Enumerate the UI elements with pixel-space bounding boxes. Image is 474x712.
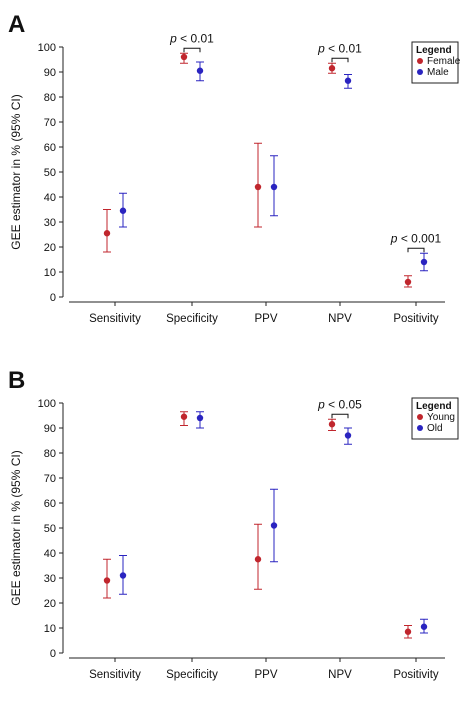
x-tick-label: PPV bbox=[254, 669, 277, 681]
data-point-female bbox=[404, 278, 412, 286]
data-point-young bbox=[180, 413, 188, 420]
data-point-old bbox=[119, 572, 127, 579]
y-tick-label: 10 bbox=[44, 267, 56, 279]
data-point-female bbox=[103, 230, 111, 237]
y-tick-label: 70 bbox=[44, 117, 56, 129]
panel-letter: B bbox=[8, 367, 25, 394]
y-tick-label: 100 bbox=[38, 398, 56, 410]
y-tick-label: 90 bbox=[44, 423, 56, 435]
y-tick-label: 50 bbox=[44, 523, 56, 535]
legend-marker bbox=[417, 58, 423, 64]
x-tick-label: Sensitivity bbox=[89, 669, 141, 681]
x-tick-label: Specificity bbox=[166, 313, 218, 325]
significance-bracket bbox=[183, 47, 201, 53]
y-axis-title: GEE estimator in % (95% CI) bbox=[9, 94, 23, 249]
x-tick-label: NPV bbox=[328, 669, 352, 681]
chart-panel-b: B 0 10 20 30 40 50 60 70 80 90 100 GEE estimator in … bbox=[8, 367, 459, 681]
y-tick-label: 10 bbox=[44, 623, 56, 635]
y-tick-label: 40 bbox=[44, 192, 56, 204]
significance-label: p < 0.01 bbox=[317, 41, 362, 55]
y-tick-label: 80 bbox=[44, 92, 56, 104]
data-point-young bbox=[254, 556, 262, 563]
data-point-female bbox=[180, 53, 188, 61]
significance-bracket bbox=[331, 413, 349, 419]
data-point-female bbox=[328, 65, 336, 72]
y-tick-label: 0 bbox=[50, 292, 56, 304]
data-point-male bbox=[420, 258, 428, 266]
significance-bracket bbox=[331, 57, 349, 63]
data-point-old bbox=[270, 522, 278, 529]
y-tick-label: 40 bbox=[44, 548, 56, 560]
data-point-male bbox=[119, 207, 127, 214]
x-tick-label: Positivity bbox=[393, 669, 439, 681]
legend-entry: Male bbox=[427, 67, 449, 78]
y-tick-label: 100 bbox=[38, 42, 56, 54]
y-tick-label: 90 bbox=[44, 67, 56, 79]
y-tick-label: 0 bbox=[50, 648, 56, 660]
x-tick-label: Sensitivity bbox=[89, 313, 141, 325]
significance-label: p < 0.001 bbox=[390, 231, 442, 245]
y-tick-label: 30 bbox=[44, 573, 56, 585]
legend-marker bbox=[417, 414, 423, 420]
panel-letter: A bbox=[8, 11, 25, 38]
significance-label: p < 0.05 bbox=[317, 397, 362, 411]
significance-label: p < 0.01 bbox=[169, 31, 214, 45]
data-point-female bbox=[254, 183, 262, 191]
significance-bracket bbox=[407, 247, 425, 253]
data-point-young bbox=[404, 628, 412, 635]
legend-entry: Female bbox=[427, 56, 461, 67]
y-axis-title: GEE estimator in % (95% CI) bbox=[9, 450, 23, 605]
y-tick-label: 60 bbox=[44, 498, 56, 510]
y-tick-label: 30 bbox=[44, 217, 56, 229]
legend-title: Legend bbox=[416, 45, 452, 56]
y-tick-label: 20 bbox=[44, 242, 56, 254]
x-tick-label: Positivity bbox=[393, 313, 439, 325]
data-point-young bbox=[328, 421, 336, 428]
data-point-male bbox=[344, 77, 352, 84]
x-tick-label: PPV bbox=[254, 313, 277, 325]
x-tick-label: NPV bbox=[328, 313, 352, 325]
data-point-old bbox=[196, 414, 204, 422]
data-point-male bbox=[196, 67, 204, 74]
legend-marker bbox=[417, 425, 423, 431]
y-tick-label: 80 bbox=[44, 448, 56, 460]
legend-marker bbox=[417, 69, 423, 75]
x-tick-label: Specificity bbox=[166, 669, 218, 681]
y-tick-label: 50 bbox=[44, 167, 56, 179]
data-point-old bbox=[420, 623, 428, 630]
legend-entry: Young bbox=[427, 412, 455, 423]
legend-title: Legend bbox=[416, 401, 452, 412]
data-point-male bbox=[270, 183, 278, 191]
chart-panel-a: A 0 10 20 30 40 50 60 70 80 90 100 GEE estimator in … bbox=[8, 11, 461, 325]
y-tick-label: 70 bbox=[44, 473, 56, 485]
y-tick-label: 60 bbox=[44, 142, 56, 154]
data-point-old bbox=[344, 432, 352, 439]
y-tick-label: 20 bbox=[44, 598, 56, 610]
legend-entry: Old bbox=[427, 423, 443, 434]
data-point-young bbox=[103, 577, 111, 584]
